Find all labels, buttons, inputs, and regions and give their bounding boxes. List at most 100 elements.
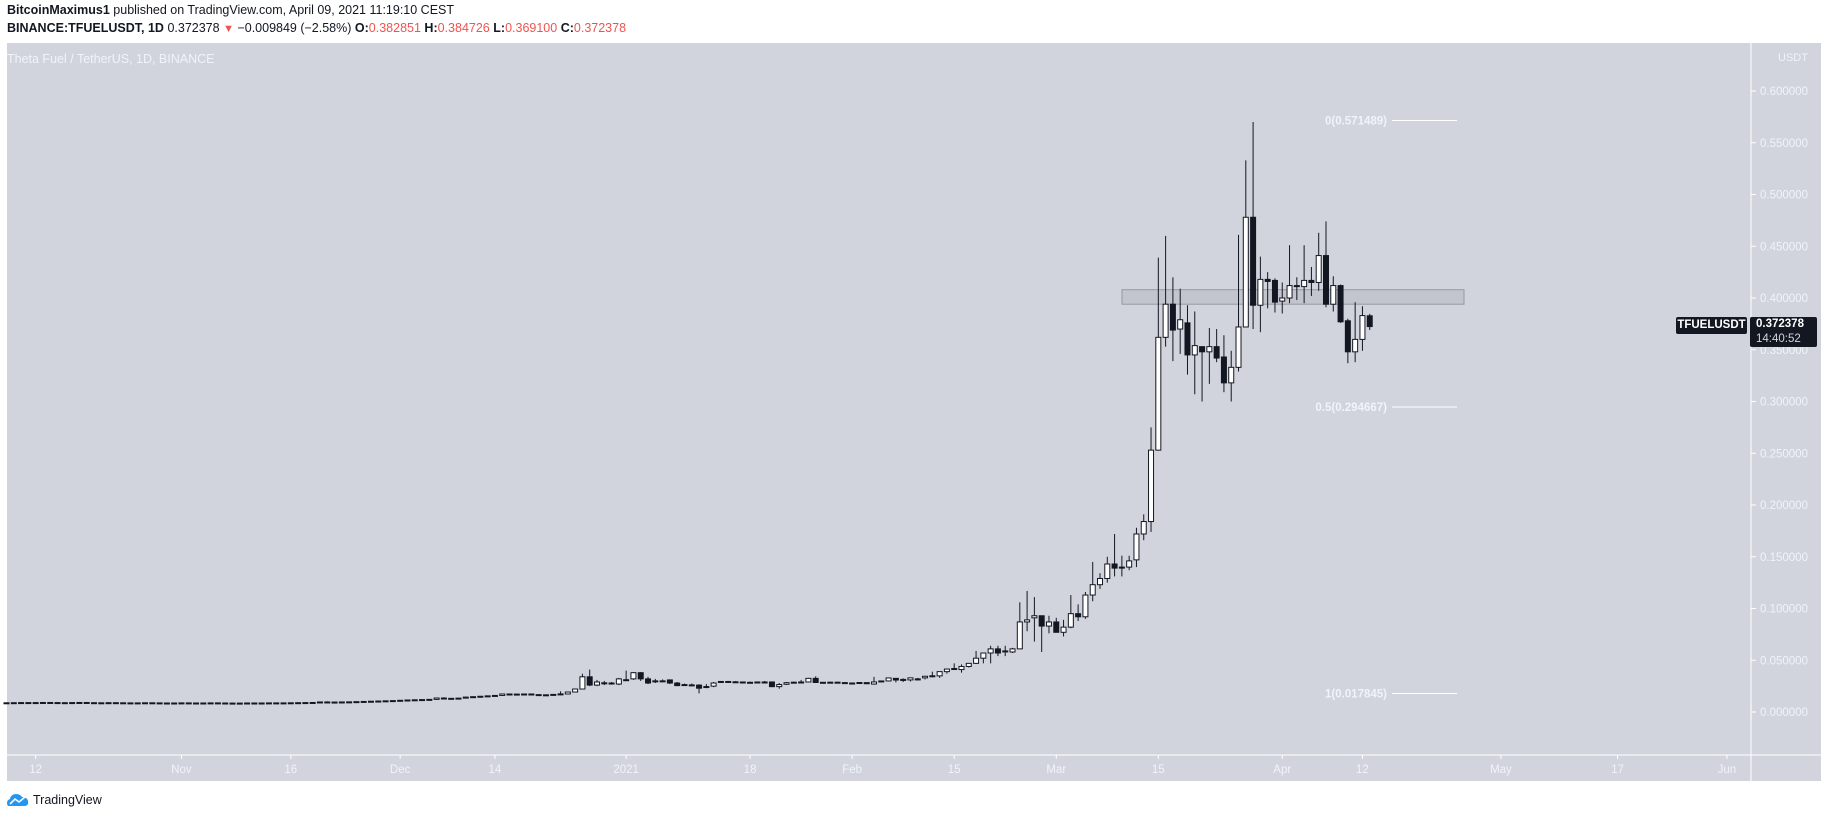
candle-up [426, 698, 433, 701]
candle-up [1162, 303, 1169, 338]
candle-up [98, 702, 105, 705]
fib-label: 0.5(0.294667) [1315, 402, 1387, 414]
time-tick-label: 16 [284, 764, 297, 776]
candle-up [389, 700, 396, 703]
price-tick-label: 0.100000 [1760, 604, 1808, 616]
chart-panel[interactable] [7, 43, 1821, 781]
candle-up [703, 686, 710, 689]
candle-down [535, 694, 542, 697]
fibonacci-levels[interactable]: 0(0.571489) 0.5(0.294667) 1(0.017845) [1315, 116, 1457, 701]
candle-up [142, 702, 149, 705]
candle-up [360, 700, 367, 703]
price-tick-label: 0.400000 [1760, 293, 1808, 305]
candle-down [878, 680, 885, 683]
candle-up [827, 681, 834, 684]
candle-up [419, 699, 426, 702]
candle-down [747, 681, 754, 684]
price-tick-label: 0.050000 [1760, 655, 1808, 667]
candle-down [1337, 285, 1344, 323]
candle-down [1366, 315, 1373, 328]
candle-up [287, 702, 294, 705]
candle-down [273, 702, 280, 705]
candle-up [69, 702, 76, 705]
candle-up [105, 702, 112, 705]
candle-up [907, 677, 914, 681]
candle-up [630, 672, 637, 680]
candle-up [1060, 626, 1067, 633]
candle-up [484, 695, 491, 698]
time-tick-label: 2021 [613, 764, 639, 776]
candle-down [666, 679, 673, 684]
price-tick-label: 0.250000 [1760, 448, 1808, 460]
brand-name: TradingView [33, 793, 102, 807]
candle-up [280, 702, 287, 705]
resistance-zone[interactable] [1121, 289, 1465, 305]
candle-down [994, 648, 1001, 654]
price-tick-label: 0.200000 [1760, 500, 1808, 512]
candle-up [491, 694, 498, 697]
time-tick-label: 12 [29, 764, 42, 776]
candle-up [1016, 621, 1023, 650]
candle-down [696, 684, 703, 689]
candle-up [331, 701, 338, 704]
candle-up [958, 665, 965, 671]
footer-brand[interactable]: TradingView [7, 793, 102, 807]
candle-up [1279, 297, 1286, 302]
candle-down [440, 697, 447, 700]
candle-up [1155, 336, 1162, 451]
open-value: 0.382851 [368, 21, 421, 35]
candle-up [353, 701, 360, 704]
candle-down [637, 672, 644, 680]
symbol-tag: TFUELUSDT [1676, 317, 1747, 334]
candle-up [1330, 285, 1337, 305]
candle-down [1322, 255, 1329, 305]
candle-up [951, 668, 958, 671]
candle-up [10, 702, 17, 705]
author-name[interactable]: BitcoinMaximus1 [7, 3, 110, 17]
candle-down [120, 702, 127, 705]
candle-up [798, 681, 805, 684]
candle-up [200, 702, 207, 705]
candle-down [892, 677, 899, 681]
candle-down [834, 681, 841, 684]
candle-up [572, 688, 579, 693]
candle-up [382, 700, 389, 703]
candle-up [397, 699, 404, 702]
candle-up [659, 680, 666, 683]
candle-down [229, 702, 236, 705]
candle-down [739, 681, 746, 684]
candle-up [1045, 621, 1052, 627]
candle-down [768, 681, 775, 688]
candle-up [302, 702, 309, 705]
time-tick-label: 14 [489, 764, 502, 776]
candle-down [645, 678, 652, 684]
price-tick-label: 0.500000 [1760, 190, 1808, 202]
candle-down [1220, 356, 1227, 384]
candle-down [863, 682, 870, 685]
candle-up [593, 681, 600, 686]
candle-up [309, 701, 316, 704]
time-axis[interactable]: 12 Nov 16 Dec 14 2021 18 Feb 15 Mar 15 Apr 12 May 17 Ju… [7, 754, 1821, 776]
candle-up [973, 657, 980, 664]
candle-up [1067, 613, 1074, 628]
candle-up [579, 676, 586, 690]
candle-down [725, 680, 732, 683]
candle-down [90, 702, 97, 705]
candle-up [1359, 315, 1366, 340]
candle-down [521, 693, 528, 696]
candle-down [550, 693, 557, 696]
candle-down [1169, 303, 1176, 331]
price-axis[interactable]: 0.600000 0.550000 0.500000 0.450000 0.400000… [1750, 43, 1808, 781]
candle-up [987, 648, 994, 654]
candle-up [1097, 577, 1103, 586]
candle-up [754, 681, 761, 684]
candle-up [1140, 521, 1147, 535]
pane-title: Theta Fuel / TetherUS, 1D, BINANCE [7, 52, 215, 66]
candle-up [980, 652, 987, 659]
time-tick-label: Apr [1273, 764, 1291, 776]
candle-up [455, 697, 462, 700]
candle-up [76, 701, 83, 704]
candle-up [1191, 345, 1198, 356]
fib-label: 1(0.017845) [1325, 689, 1387, 701]
